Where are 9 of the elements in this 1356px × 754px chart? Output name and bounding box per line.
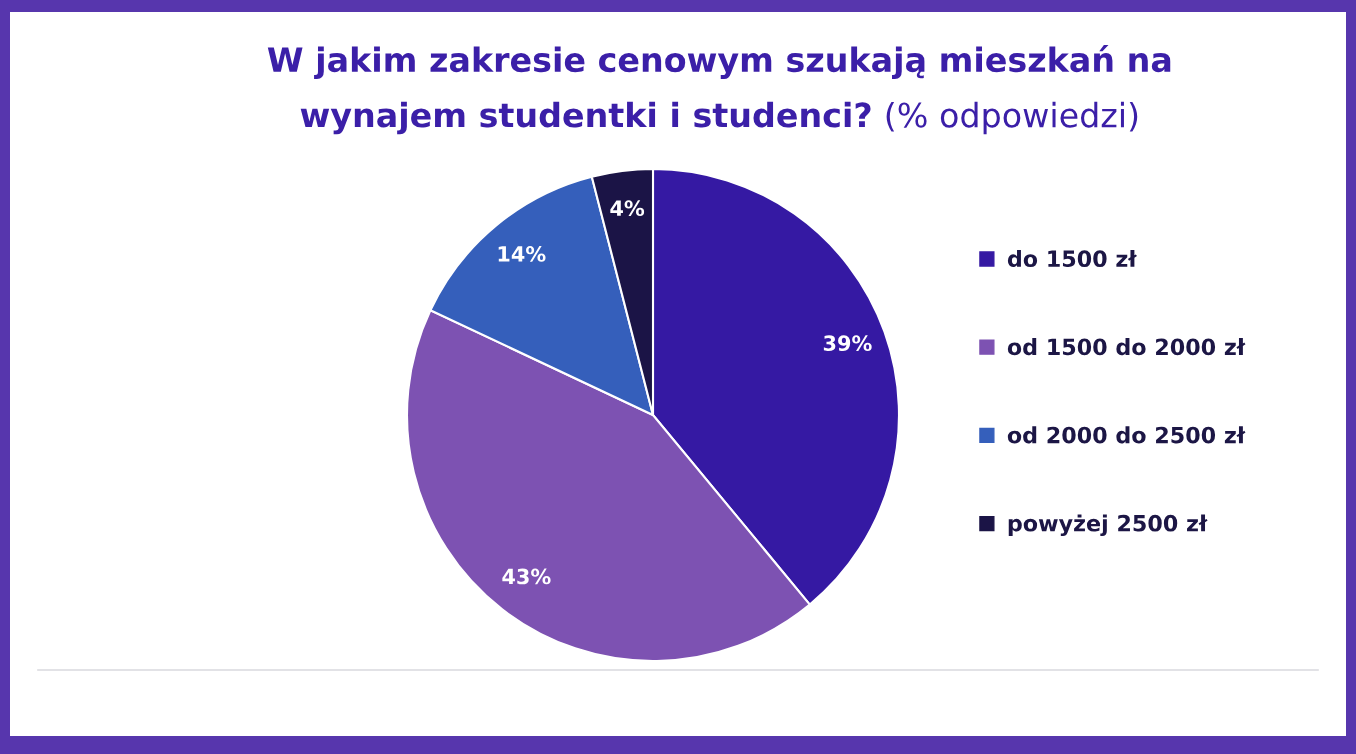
legend-label: powyżej 2500 zł <box>1008 514 1208 537</box>
chart-title: W jakim zakresie cenowym szukają mieszkań na wynajem studentki i studenci? (% odpowiedzi) <box>267 45 1171 135</box>
legend-label: do 1500 zł <box>1007 249 1137 268</box>
legend-label: od 2000 do 2500 zł <box>1007 426 1246 444</box>
data-label: 43% <box>502 568 551 585</box>
data-label: 4% <box>610 200 645 217</box>
legend-label: od 1500 do 2000 zł <box>1007 338 1246 356</box>
data-label: 39% <box>823 335 872 352</box>
data-label: 14% <box>498 246 546 262</box>
